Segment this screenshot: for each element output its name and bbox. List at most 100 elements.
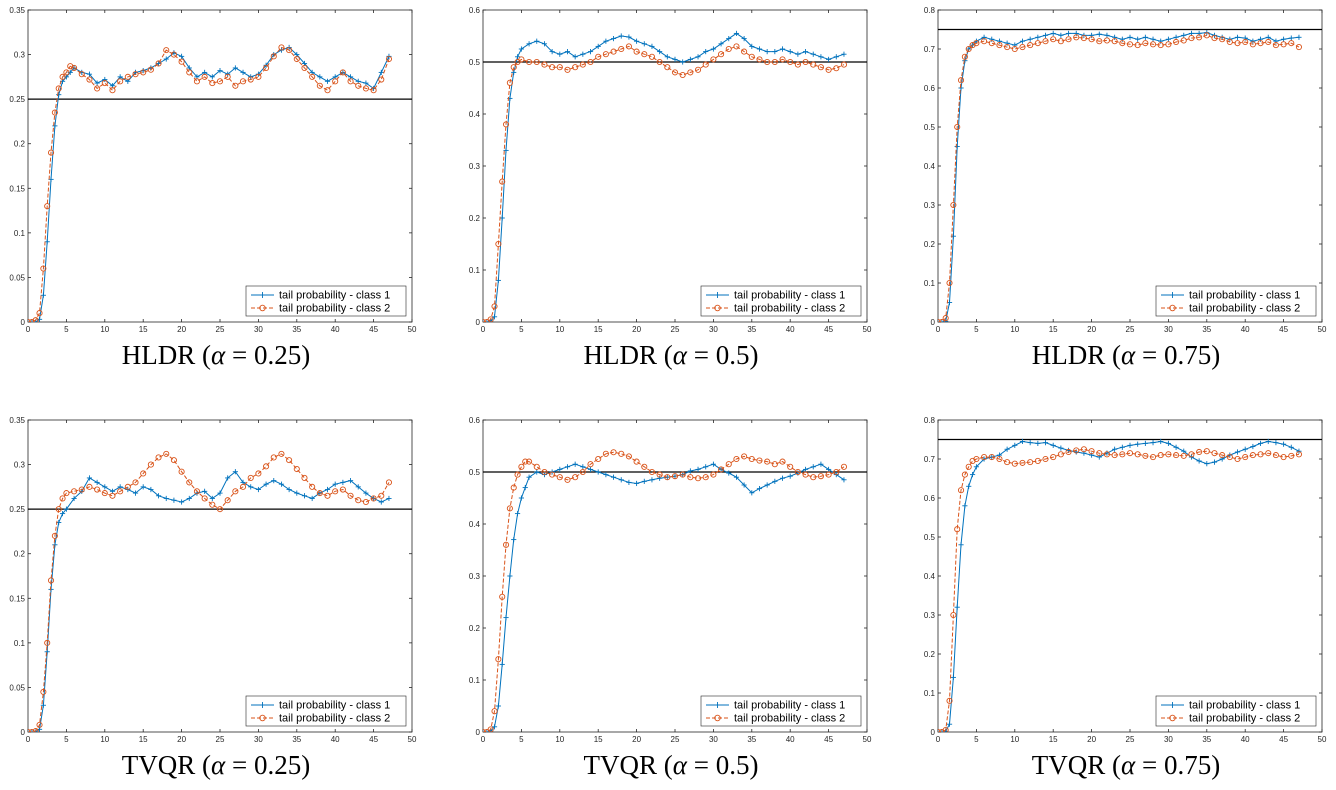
data-point	[1119, 40, 1126, 47]
data-point	[506, 505, 513, 512]
data-point	[94, 479, 100, 485]
data-point	[618, 450, 625, 457]
data-point	[140, 470, 147, 477]
data-point	[787, 58, 794, 66]
data-point	[648, 468, 656, 476]
y-tick-label: 0.1	[469, 266, 481, 275]
data-point	[1173, 452, 1180, 459]
data-point	[946, 697, 953, 704]
y-tick-label: 0.2	[924, 650, 936, 659]
data-point	[340, 479, 346, 485]
data-point	[1250, 38, 1256, 44]
plot-area	[937, 9, 1323, 323]
data-point	[549, 64, 556, 71]
data-point	[29, 729, 35, 732]
data-point	[549, 471, 556, 478]
data-point	[1035, 440, 1041, 446]
data-point	[625, 453, 632, 460]
y-tick-label: 0.2	[469, 624, 481, 633]
data-point	[293, 55, 300, 63]
data-point	[939, 729, 945, 732]
data-point	[633, 48, 640, 55]
legend-marker	[714, 304, 721, 312]
data-point	[224, 73, 231, 80]
data-point	[1211, 35, 1218, 42]
data-point	[483, 318, 487, 322]
data-point	[988, 454, 995, 461]
data-point	[595, 469, 601, 475]
data-point	[186, 69, 193, 76]
data-point	[610, 48, 617, 55]
data-point	[1150, 440, 1156, 446]
data-point	[966, 46, 972, 52]
data-point	[52, 542, 58, 548]
data-point	[28, 318, 32, 322]
data-point	[309, 73, 316, 80]
plot-area	[482, 419, 868, 733]
legend-label: tail probability - class 1	[1189, 290, 1300, 302]
x-tick-label: 20	[632, 735, 641, 744]
data-point	[938, 728, 942, 732]
y-tick-label: 0	[21, 728, 26, 737]
data-point	[1004, 44, 1011, 51]
data-point	[794, 61, 801, 68]
caption-alpha-symbol: α	[672, 750, 687, 780]
data-point	[1157, 42, 1164, 49]
data-point	[840, 463, 848, 470]
data-point	[1158, 438, 1164, 445]
x-tick-label: 5	[64, 735, 69, 744]
data-point	[1011, 460, 1018, 467]
x-tick-label: 0	[26, 325, 31, 334]
data-point	[378, 76, 385, 83]
y-tick-label: 0.1	[924, 689, 936, 698]
data-point	[483, 728, 487, 732]
data-point	[702, 474, 709, 481]
x-tick-label: 20	[1087, 325, 1096, 334]
data-point	[779, 458, 786, 465]
y-tick-label: 0.15	[9, 184, 25, 193]
data-point	[1272, 452, 1279, 459]
data-point	[1019, 438, 1026, 445]
y-tick-label: 0.8	[924, 6, 936, 15]
data-point	[664, 54, 670, 60]
data-point	[355, 484, 361, 490]
data-point	[1265, 38, 1272, 46]
data-point	[147, 66, 154, 73]
y-tick-label: 0.3	[469, 572, 481, 581]
x-tick-label: 15	[139, 735, 148, 744]
caption-alpha-symbol: α	[672, 340, 687, 370]
series-group	[483, 30, 848, 322]
data-point	[270, 53, 277, 60]
data-point	[140, 484, 146, 490]
data-point	[679, 71, 686, 79]
data-point	[309, 495, 315, 502]
data-point	[385, 479, 393, 486]
data-point	[518, 46, 524, 52]
x-tick-label: 35	[1202, 325, 1211, 334]
data-point	[1281, 441, 1287, 447]
legend-box	[1155, 285, 1317, 317]
series-line	[483, 451, 845, 732]
data-point	[649, 43, 655, 49]
data-point	[1280, 454, 1287, 461]
data-point	[603, 472, 609, 478]
data-point	[526, 474, 532, 480]
chart-caption: HLDR (α = 0.75)	[916, 340, 1336, 371]
y-tick-label: 0.05	[9, 273, 25, 282]
chart-caption: TVQR (α = 0.25)	[6, 750, 426, 781]
data-point	[232, 469, 238, 475]
legend-label: tail probability - class 1	[734, 700, 845, 712]
chart-panel: 0 5 10 15 20 25 30 35 40 45 50 0 0.1 0.2 0.3 0.4 0.5 0.6 0…	[910, 410, 1336, 790]
data-point	[1173, 38, 1180, 46]
data-point	[825, 66, 832, 73]
x-tick-label: 0	[481, 325, 486, 334]
plot-area	[27, 9, 413, 323]
data-point	[840, 61, 848, 68]
data-point	[1272, 42, 1279, 49]
data-point	[1288, 35, 1294, 41]
legend-box	[700, 695, 862, 727]
caption-method: TVQR (	[1031, 750, 1122, 780]
data-point	[47, 149, 55, 156]
x-tick-label: 10	[100, 735, 109, 744]
data-point	[779, 46, 786, 52]
